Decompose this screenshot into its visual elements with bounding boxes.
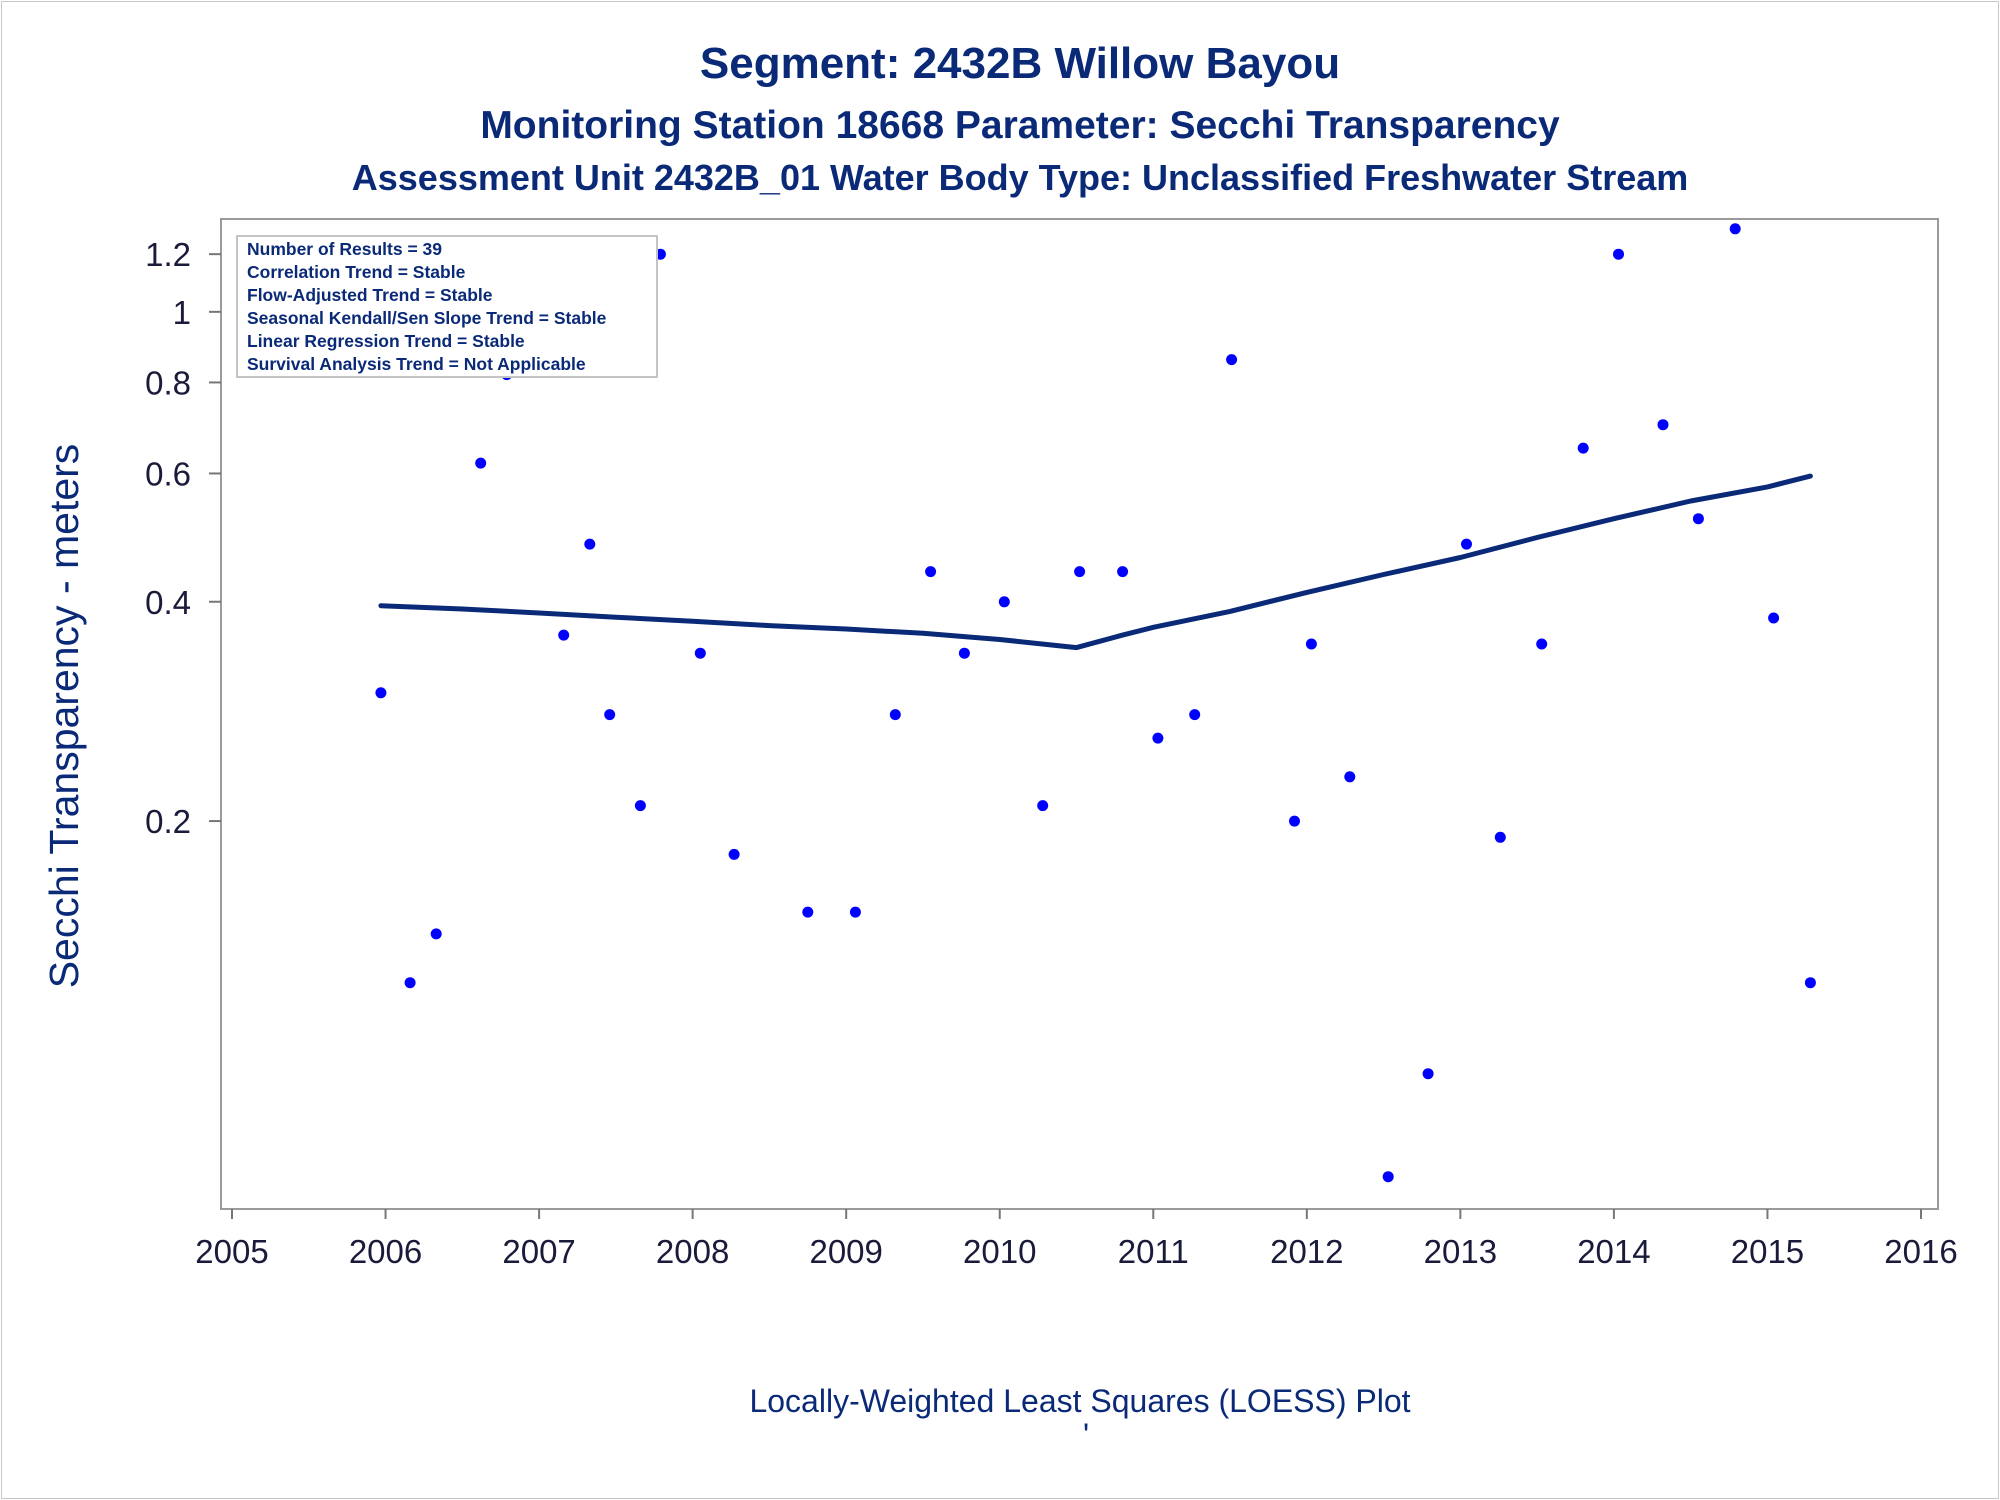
x-tick-label: 2014 xyxy=(1577,1233,1650,1270)
x-axis-label: Locally-Weighted Least Squares (LOESS) P… xyxy=(749,1383,1410,1419)
plot-area xyxy=(220,218,1939,1210)
data-point xyxy=(1494,831,1506,843)
stats-line: Correlation Trend = Stable xyxy=(247,262,466,282)
data-point xyxy=(958,647,970,659)
data-point xyxy=(1074,566,1086,578)
y-tick-label: 0.6 xyxy=(145,455,191,492)
data-point xyxy=(404,977,416,989)
data-point xyxy=(925,566,937,578)
data-point xyxy=(849,906,861,918)
data-point xyxy=(1189,709,1201,721)
loess-layer xyxy=(378,473,1813,651)
data-point xyxy=(475,457,487,469)
loess-trend-line xyxy=(378,473,1813,651)
x-tick-label: 2015 xyxy=(1731,1233,1804,1270)
data-point xyxy=(558,629,570,641)
stats-line: Flow-Adjusted Trend = Stable xyxy=(247,285,493,305)
data-point xyxy=(1692,513,1704,525)
data-point xyxy=(1729,223,1741,235)
data-point xyxy=(802,906,814,918)
y-axis: 0.2 0.4 0.6 0.8 1 1.2 xyxy=(145,236,221,840)
data-point xyxy=(1768,612,1780,624)
stats-line: Seasonal Kendall/Sen Slope Trend = Stabl… xyxy=(247,308,607,328)
data-point xyxy=(1536,638,1548,650)
data-point xyxy=(1305,638,1317,650)
data-point xyxy=(1037,800,1049,812)
data-point xyxy=(634,800,646,812)
data-point xyxy=(375,687,387,699)
stats-legend-box: Number of Results = 39 Correlation Trend… xyxy=(236,235,658,378)
x-tick-label: 2008 xyxy=(656,1233,729,1270)
data-point xyxy=(430,928,442,940)
points-layer xyxy=(375,223,1816,1183)
footnote-mark: ' xyxy=(1083,1417,1089,1453)
stats-line: Linear Regression Trend = Stable xyxy=(247,331,525,351)
y-tick-label: 0.8 xyxy=(145,364,191,401)
x-tick-label: 2007 xyxy=(502,1233,575,1270)
x-tick-label: 2006 xyxy=(349,1233,422,1270)
data-point xyxy=(728,848,740,860)
data-point xyxy=(584,538,596,550)
x-tick-label: 2011 xyxy=(1118,1233,1189,1270)
x-tick-label: 2012 xyxy=(1270,1233,1343,1270)
y-axis-label: Secchi Transparency - meters xyxy=(41,444,87,989)
data-point xyxy=(1117,566,1129,578)
data-point xyxy=(1152,732,1164,744)
chart-subtitle-2: Assessment Unit 2432B_01 Water Body Type… xyxy=(352,157,1689,198)
stats-legend-frame xyxy=(236,235,658,378)
x-tick-label: 2016 xyxy=(1884,1233,1957,1270)
y-tick-label: 1 xyxy=(173,294,191,331)
data-point xyxy=(1613,248,1624,260)
x-tick-label: 2005 xyxy=(195,1233,268,1270)
data-point xyxy=(1289,815,1300,827)
data-point xyxy=(1577,442,1589,454)
data-point xyxy=(998,596,1010,608)
stats-line: Survival Analysis Trend = Not Applicable xyxy=(247,354,586,374)
data-point xyxy=(604,709,616,721)
y-tick-label: 0.2 xyxy=(145,803,191,840)
stats-line: Number of Results = 39 xyxy=(247,239,442,259)
chart-subtitle: Monitoring Station 18668 Parameter: Secc… xyxy=(480,104,1560,147)
y-tick-label: 0.4 xyxy=(145,584,191,621)
x-tick-label: 2009 xyxy=(809,1233,882,1270)
data-point xyxy=(1422,1068,1434,1080)
data-point xyxy=(1804,977,1816,989)
data-point xyxy=(1226,354,1238,366)
chart-title: Segment: 2432B Willow Bayou xyxy=(700,39,1340,88)
data-point xyxy=(1344,771,1356,783)
x-tick-label: 2010 xyxy=(963,1233,1036,1270)
data-point xyxy=(694,647,706,659)
y-tick-label: 1.2 xyxy=(145,236,191,273)
x-tick-label: 2013 xyxy=(1424,1233,1497,1270)
x-axis: 2005 2006 2007 2008 2009 2010 2011 2012 2013 2014… xyxy=(195,1209,1958,1270)
data-point xyxy=(889,709,901,721)
data-point xyxy=(1657,419,1669,431)
data-point xyxy=(1382,1171,1394,1183)
data-point xyxy=(1461,538,1472,550)
